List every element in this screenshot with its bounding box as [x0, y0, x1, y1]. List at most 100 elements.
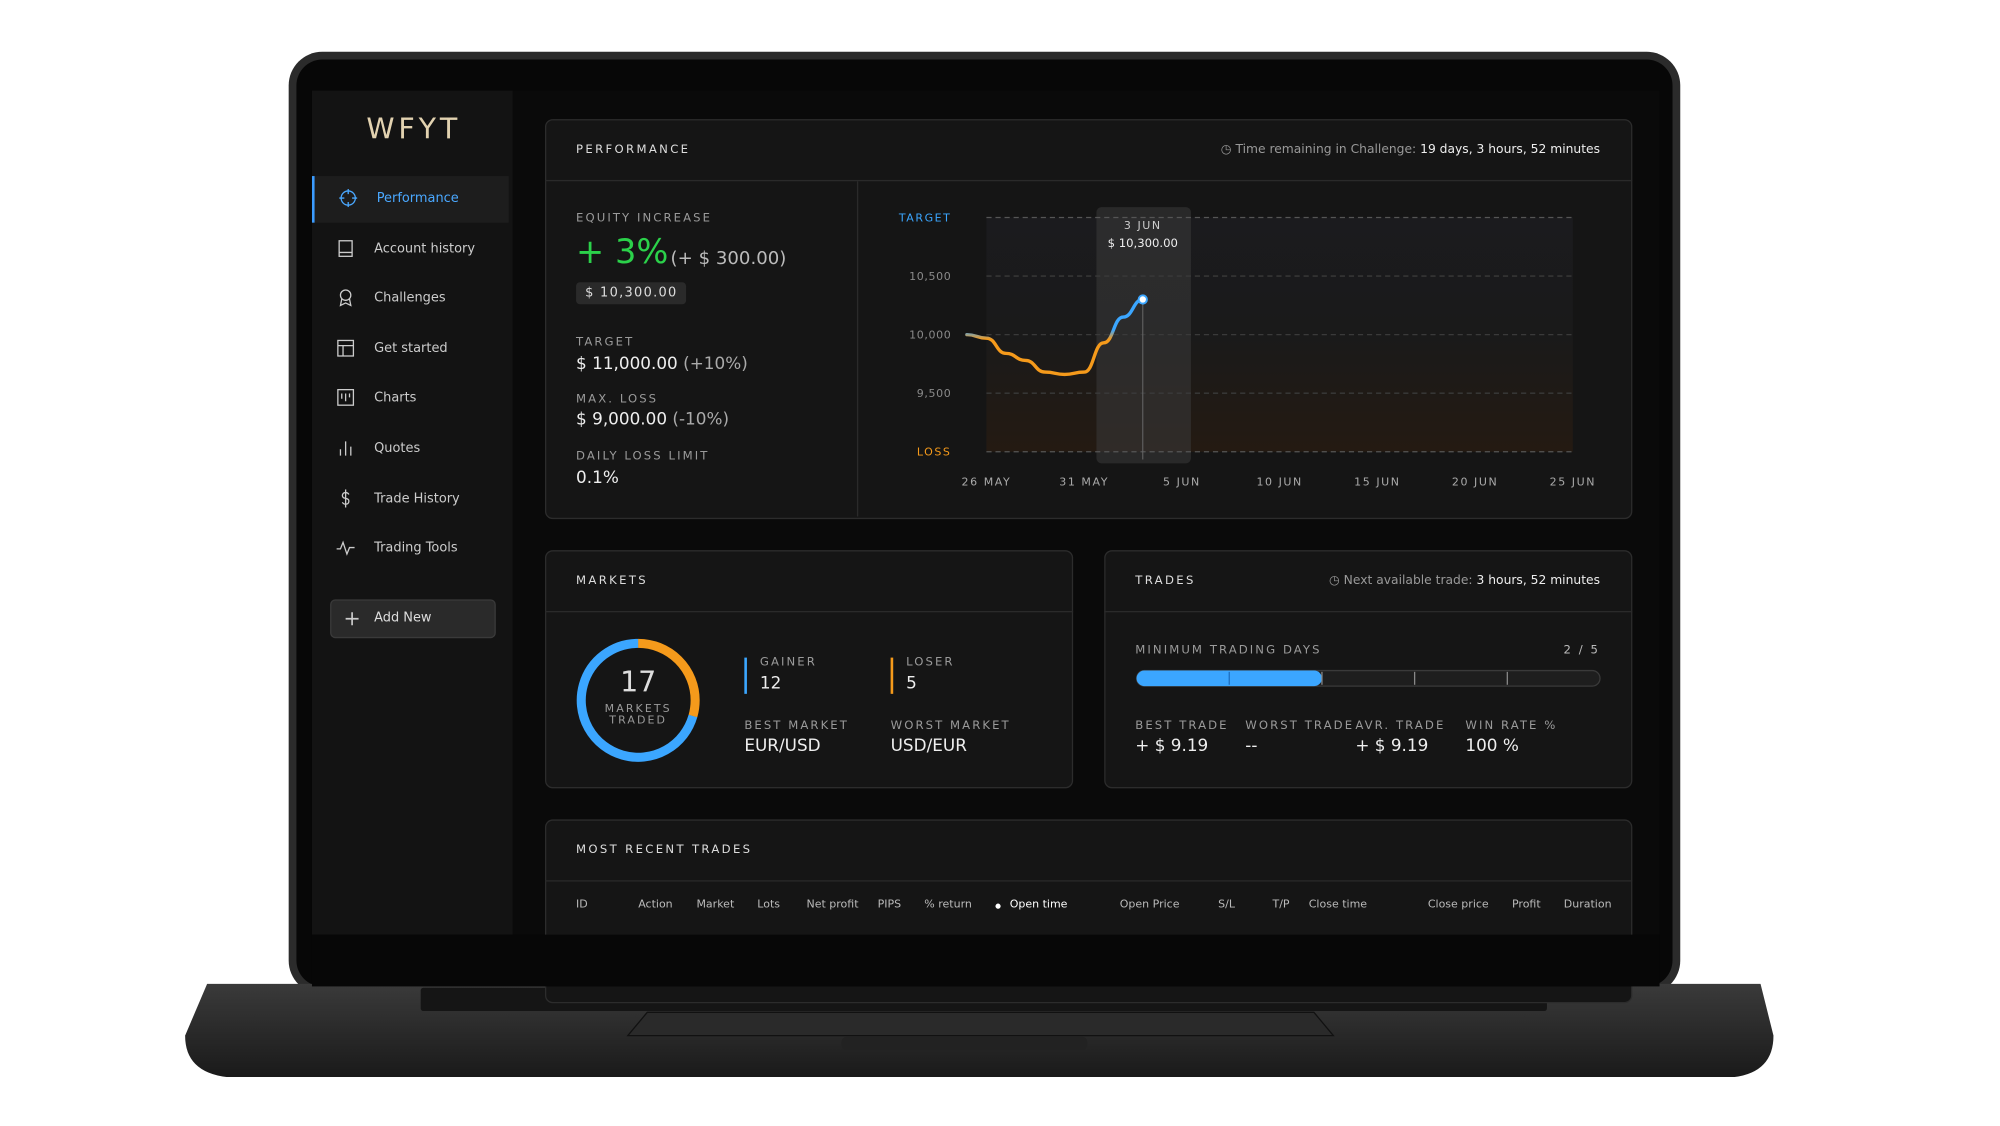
gainer-value: 12	[759, 674, 782, 694]
loser-bar	[890, 657, 894, 694]
nav-label: Quotes	[374, 441, 421, 456]
equity-abs: (+ $ 300.00)	[670, 248, 787, 270]
min-days-label: MINIMUM TRADING DAYS	[1135, 644, 1322, 658]
column-header[interactable]: S/L	[1218, 898, 1235, 912]
nav-item[interactable]: Trade History	[312, 476, 506, 523]
nav-label: Charts	[374, 391, 417, 406]
y-tick-label: LOSS	[917, 446, 952, 459]
column-header[interactable]: Duration	[1563, 898, 1612, 912]
add-new-button[interactable]: Add New	[330, 599, 496, 639]
target-label: TARGET	[576, 336, 635, 350]
max-loss-value: $ 9,000.00 (-10%)	[576, 410, 729, 429]
tooltip-label: 3 JUN	[1124, 219, 1162, 232]
max-loss-pct: (-10%)	[672, 410, 730, 430]
nav-item[interactable]: Performance	[311, 176, 509, 223]
markets-panel	[544, 550, 1074, 789]
panel-title: PERFORMANCE	[576, 143, 691, 157]
nav-label: Challenges	[374, 291, 446, 306]
stat-label: AVR. TRADE	[1355, 719, 1446, 733]
equity-pct: + 3%	[576, 233, 669, 272]
column-header[interactable]: Action	[638, 898, 673, 912]
nav-item[interactable]: Quotes	[312, 426, 506, 473]
bezel-bottom	[311, 934, 1660, 987]
column-header[interactable]: ID	[576, 898, 588, 912]
x-tick-label: 31 MAY	[1059, 475, 1109, 488]
divider	[544, 611, 1074, 613]
loser-value: 5	[906, 674, 917, 694]
loser-label: LOSER	[906, 656, 955, 670]
x-tick-label: 15 JUN	[1354, 475, 1400, 488]
min-days-done: 2	[1563, 644, 1573, 658]
markets-total-label: MARKETS TRADED	[604, 702, 672, 728]
next-label: Next available trade:	[1343, 573, 1473, 588]
stat-label: WORST TRADE	[1245, 719, 1355, 733]
max-loss-amount: $ 9,000.00	[576, 410, 668, 430]
column-header[interactable]: Close time	[1308, 898, 1368, 912]
worst-market-label: WORST MARKET	[890, 719, 1011, 733]
stat-value: + $ 9.19	[1135, 736, 1209, 756]
time-value: 19 days, 3 hours, 52 minutes	[1420, 142, 1601, 157]
nav-item[interactable]: Account history	[312, 226, 506, 273]
gainer-label: GAINER	[759, 656, 817, 670]
nav-item[interactable]: Get started	[312, 326, 506, 373]
column-header[interactable]: Close price	[1427, 898, 1489, 912]
x-tick-label: 26 MAY	[962, 475, 1012, 488]
nav-item[interactable]: Charts	[312, 376, 506, 423]
nav-icon	[339, 188, 358, 208]
nav-item[interactable]: Trading Tools	[312, 526, 506, 573]
tooltip-value: $ 10,300.00	[1108, 236, 1178, 250]
nav-icon	[336, 540, 355, 557]
equity-line	[965, 297, 1145, 377]
nav-label: Get started	[374, 341, 448, 356]
separator: /	[1578, 644, 1585, 658]
x-tick-label: 25 JUN	[1550, 475, 1596, 488]
nav-item[interactable]: Challenges	[312, 276, 506, 323]
nav-label: Trading Tools	[374, 541, 458, 556]
column-header[interactable]: Profit	[1511, 898, 1541, 912]
column-header[interactable]: PIPS	[877, 898, 902, 912]
markets-total: 17	[620, 666, 657, 700]
nav-icon	[339, 441, 352, 456]
panel-title: TRADES	[1135, 574, 1196, 588]
y-tick-label: TARGET	[898, 211, 952, 224]
sidebar	[311, 90, 513, 935]
stat-label: WIN RATE %	[1465, 719, 1558, 733]
y-tick-label: 10,500	[909, 270, 951, 283]
x-tick-label: 10 JUN	[1256, 475, 1302, 488]
min-days-required: 5	[1590, 644, 1601, 658]
max-loss-label: MAX. LOSS	[576, 393, 659, 407]
column-header[interactable]: % return	[924, 898, 972, 912]
target-pct: (+10%)	[683, 354, 748, 375]
x-tick-label: 20 JUN	[1452, 475, 1498, 488]
next-trade: ◷ Next available trade: 3 hours, 52 minu…	[1329, 573, 1601, 588]
column-header[interactable]: Lots	[757, 898, 781, 912]
sort-dot	[995, 903, 1001, 909]
nav-icon	[339, 289, 352, 307]
balance: $ 10,300.00	[576, 282, 687, 305]
column-header[interactable]: Open time	[1009, 898, 1068, 912]
notch	[841, 1036, 1088, 1050]
logo: WFYT	[366, 113, 462, 147]
stat-value: + $ 9.19	[1355, 736, 1429, 756]
donut-loser	[576, 638, 700, 762]
divider	[1104, 611, 1633, 613]
column-header[interactable]: Open Price	[1119, 898, 1180, 912]
panel-title: MARKETS	[576, 574, 648, 588]
nav-label: Performance	[376, 191, 459, 206]
worst-market: USD/EUR	[890, 736, 967, 756]
best-market: EUR/USD	[744, 736, 821, 756]
column-header[interactable]: Net profit	[806, 898, 859, 912]
panel-title: MOST RECENT TRADES	[576, 844, 753, 857]
min-days-count: 2 / 5	[1563, 645, 1600, 658]
column-header[interactable]: Market	[696, 898, 735, 912]
equity-label: EQUITY INCREASE	[576, 212, 713, 226]
daily-loss-label: DAILY LOSS LIMIT	[576, 450, 710, 464]
column-header[interactable]: T/P	[1272, 898, 1290, 912]
divider	[856, 181, 859, 517]
tooltip-point	[1137, 294, 1148, 305]
nav-label: Account history	[374, 241, 476, 256]
